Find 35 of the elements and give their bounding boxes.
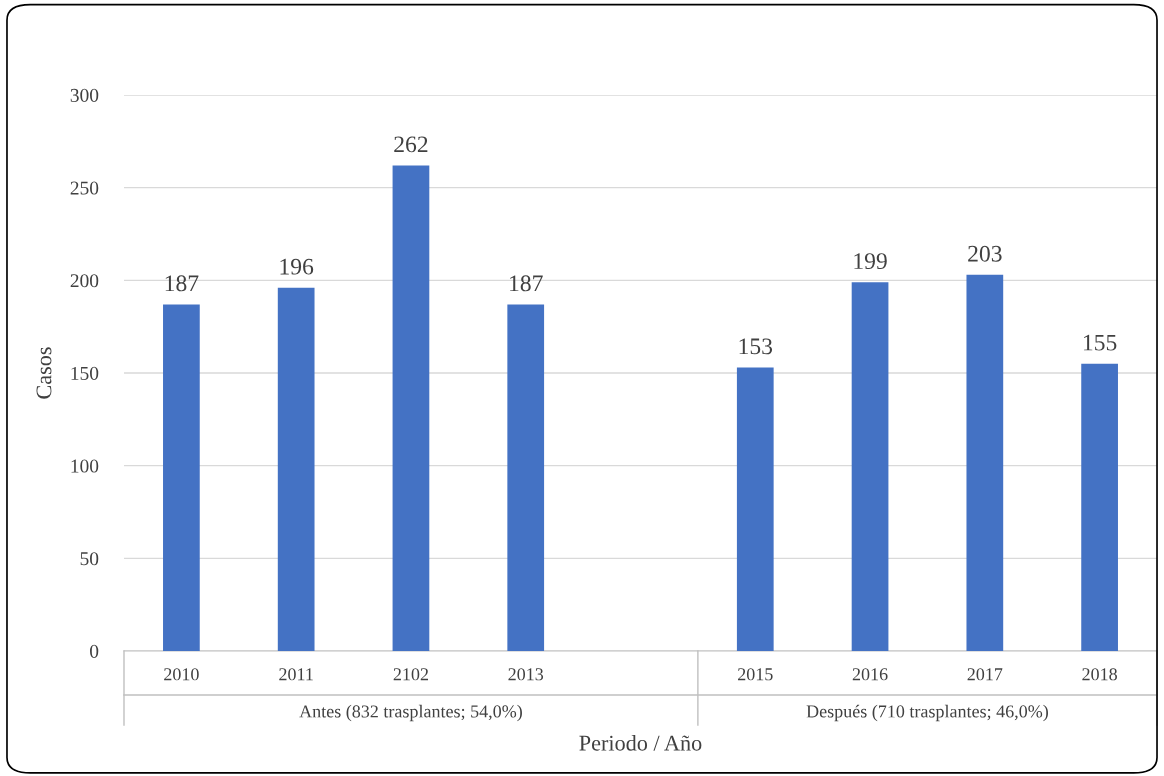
y-tick-label: 100 <box>71 459 99 473</box>
text: Después (710 trasplantes; 46,0%) <box>806 704 1048 722</box>
x-tick-label: 2010 <box>164 668 199 681</box>
x-axis-title: Periodo / Año <box>579 735 702 751</box>
bar <box>736 367 774 651</box>
text: Antes (832 trasplantes; 54,0%) <box>299 704 522 722</box>
data-label: 187 <box>510 275 543 292</box>
x-tick-label: 2013 <box>508 668 544 681</box>
data-label: 196 <box>280 258 314 275</box>
x-tick-label: 2011 <box>279 668 313 681</box>
y-tick-label: 300 <box>70 88 99 102</box>
bar <box>277 287 315 651</box>
y-tick-label: 0 <box>90 644 99 658</box>
bar <box>163 304 200 651</box>
bar <box>507 304 545 651</box>
data-label: 155 <box>1083 334 1117 351</box>
bar <box>851 282 889 651</box>
data-label: 203 <box>968 245 1002 262</box>
bar <box>392 165 430 651</box>
data-label: 262 <box>394 136 428 153</box>
bar <box>966 274 1004 651</box>
y-tick-label: 150 <box>71 366 99 380</box>
bar <box>1081 363 1118 651</box>
y-axis-title: Casos <box>36 347 52 399</box>
x-tick-label: 2016 <box>852 668 888 681</box>
data-label: 199 <box>854 253 887 270</box>
x-tick-label: 2102 <box>393 668 428 681</box>
x-tick-label: 2017 <box>967 668 1003 681</box>
x-tick-label: 2018 <box>1082 668 1117 681</box>
y-tick-label: 250 <box>70 181 99 195</box>
y-tick-label: 200 <box>70 274 99 288</box>
x-tick-label: 2015 <box>738 668 773 681</box>
data-label: 187 <box>165 275 199 292</box>
data-label: 153 <box>739 338 773 355</box>
y-tick-label: 50 <box>80 552 99 566</box>
